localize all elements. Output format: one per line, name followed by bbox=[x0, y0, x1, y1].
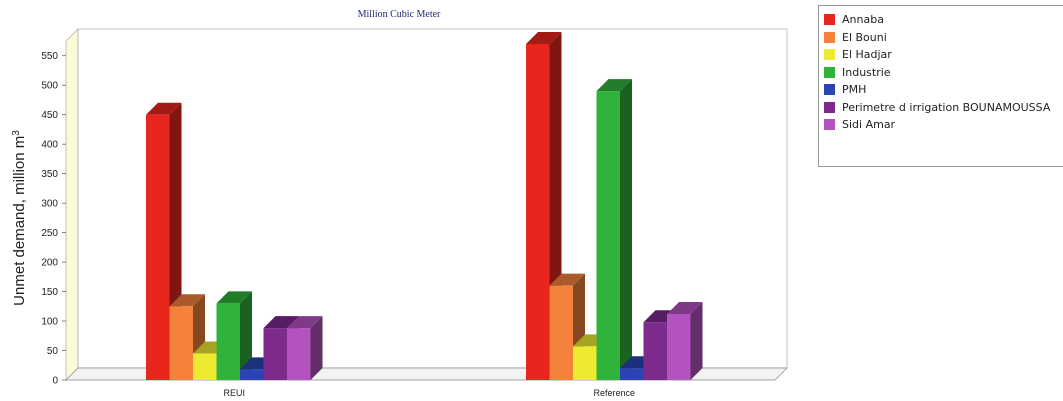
legend-item: PMH bbox=[824, 81, 1063, 99]
bar-front bbox=[526, 43, 550, 381]
y-tick-label: 350 bbox=[41, 169, 58, 180]
x-axis-categories: REUI Reference bbox=[223, 388, 635, 398]
bar-front bbox=[263, 328, 287, 380]
bar bbox=[287, 316, 323, 380]
legend-label: Sidi Amar bbox=[842, 118, 896, 132]
bar-front bbox=[287, 328, 311, 380]
left-wall bbox=[65, 28, 79, 381]
bar-side bbox=[240, 291, 252, 380]
legend-label: Industrie bbox=[842, 65, 891, 79]
bar bbox=[596, 79, 632, 381]
bar-front bbox=[620, 368, 644, 380]
bar-front bbox=[146, 114, 170, 381]
y-tick-label: 0 bbox=[52, 376, 58, 387]
legend-item: Industrie bbox=[824, 64, 1063, 82]
bar-top bbox=[263, 316, 299, 329]
legend-label: El Hadjar bbox=[842, 48, 892, 62]
y-tick-label: 200 bbox=[41, 258, 58, 269]
bar-top bbox=[287, 316, 323, 329]
bar-front bbox=[596, 91, 620, 381]
bar-top bbox=[146, 102, 182, 115]
y-tick-label: 300 bbox=[41, 199, 58, 210]
legend-swatch bbox=[824, 49, 835, 61]
x-category-label: REUI bbox=[223, 388, 245, 398]
bar bbox=[667, 301, 703, 380]
bar-side bbox=[620, 79, 632, 381]
legend-label: Perimetre d irrigation BOUNAMOUSSA bbox=[842, 100, 1051, 114]
y-tick-label: 50 bbox=[47, 346, 59, 357]
bar-front bbox=[169, 306, 193, 380]
legend-swatch bbox=[824, 14, 835, 26]
bars bbox=[146, 31, 703, 381]
bar-front bbox=[549, 285, 573, 380]
bar-front bbox=[216, 303, 240, 380]
y-tick-label: 100 bbox=[41, 317, 58, 328]
bar-top bbox=[169, 294, 205, 307]
legend-item: Perimetre d irrigation BOUNAMOUSSA bbox=[824, 99, 1063, 117]
legend-swatch bbox=[824, 31, 835, 43]
bar-side bbox=[690, 301, 703, 380]
chart-title: Million Cubic Meter bbox=[358, 9, 441, 20]
x-category-label: Reference bbox=[593, 388, 635, 398]
y-tick-label: 550 bbox=[41, 51, 58, 62]
legend-swatch bbox=[824, 101, 835, 113]
bar-front bbox=[193, 353, 217, 380]
bar-front bbox=[240, 369, 264, 380]
bar-front bbox=[573, 346, 597, 380]
legend-item: Annaba bbox=[824, 11, 1063, 29]
y-tick-label: 450 bbox=[41, 110, 58, 121]
bar-top bbox=[549, 273, 585, 286]
bar-front bbox=[667, 313, 691, 380]
bar-top bbox=[667, 301, 703, 314]
bar bbox=[216, 291, 252, 380]
bar-top bbox=[526, 31, 562, 44]
y-tick-label: 500 bbox=[41, 81, 58, 92]
legend-swatch bbox=[824, 119, 835, 131]
legend-item: El Bouni bbox=[824, 29, 1063, 47]
bar-side bbox=[310, 316, 323, 380]
bar-top bbox=[596, 79, 632, 92]
legend-label: El Bouni bbox=[842, 30, 887, 44]
legend-swatch bbox=[824, 84, 835, 96]
legend-label: Annaba bbox=[842, 13, 884, 27]
y-axis-title: Unmet demand, million m3 bbox=[11, 130, 28, 306]
bar-front bbox=[643, 322, 667, 380]
bar-top bbox=[216, 291, 252, 304]
y-tick-label: 400 bbox=[41, 140, 58, 151]
y-tick-label: 250 bbox=[41, 228, 58, 239]
legend-item: El Hadjar bbox=[824, 46, 1063, 64]
legend-swatch bbox=[824, 66, 835, 78]
y-tick-label: 150 bbox=[41, 287, 58, 298]
legend-item: Sidi Amar bbox=[824, 116, 1063, 134]
y-axis-ticks: 0 50 100 150 200 250 300 350 400 450 500 550 bbox=[41, 51, 66, 387]
legend-label: PMH bbox=[842, 83, 867, 97]
legend: Annaba El Bouni El Hadjar Industrie PMH Perim… bbox=[818, 5, 1063, 167]
